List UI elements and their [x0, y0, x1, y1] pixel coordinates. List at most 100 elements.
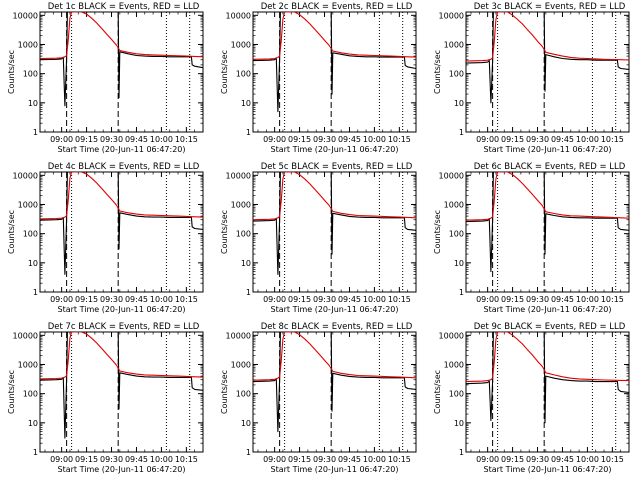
- x-tick-label: 09:45: [338, 295, 361, 304]
- y-tick-label: 10: [28, 419, 38, 428]
- y-tick-label: 1: [33, 288, 38, 297]
- series-line-lld: [253, 172, 416, 221]
- x-tick-label: 10:15: [601, 455, 624, 464]
- x-tick-label: 09:45: [338, 135, 361, 144]
- y-tick-label: 10000: [13, 171, 38, 180]
- panel-title: Det 3c BLACK = Events, RED = LLD: [474, 2, 626, 12]
- y-tick-label: 10000: [439, 331, 464, 340]
- x-tick-label: 10:15: [175, 135, 198, 144]
- plot-frame: [465, 331, 630, 453]
- x-tick-label: 09:30: [526, 135, 549, 144]
- x-tick-label: 10:15: [388, 135, 411, 144]
- x-tick-label: 10:00: [363, 135, 386, 144]
- x-tick-label: 09:30: [313, 135, 336, 144]
- series-line-lld: [466, 172, 629, 221]
- x-tick-label: 10:00: [576, 295, 599, 304]
- panel-title: Det 9c BLACK = Events, RED = LLD: [474, 322, 626, 332]
- x-tick-label: 09:00: [263, 295, 286, 304]
- x-tick-label: 09:15: [75, 135, 98, 144]
- y-tick-label: 100: [236, 390, 251, 399]
- panel-det-9: Det 9c BLACK = Events, RED = LLD 1 10 100 10…: [426, 320, 639, 480]
- x-tick-label: 10:15: [175, 295, 198, 304]
- x-tick-label: 09:15: [75, 295, 98, 304]
- panel-plot: Det 5c BLACK = Events, RED = LLD 1 10 100 10…: [220, 162, 417, 314]
- y-tick-label: 100: [449, 230, 464, 239]
- y-tick-label: 1: [33, 128, 38, 137]
- y-tick-label: 100: [236, 230, 251, 239]
- x-tick-label: 09:00: [476, 135, 499, 144]
- x-tick-label: 10:15: [388, 295, 411, 304]
- x-axis-label: Start Time (20-Jun-11 06:47:20): [484, 305, 612, 314]
- y-axis-label: Counts/sec: [433, 370, 442, 414]
- x-axis-label: Start Time (20-Jun-11 06:47:20): [484, 145, 612, 154]
- y-tick-label: 10000: [439, 11, 464, 20]
- x-tick-label: 09:30: [100, 455, 123, 464]
- y-tick-label: 10000: [13, 11, 38, 20]
- x-tick-label: 09:45: [551, 455, 574, 464]
- plot-frame: [39, 171, 204, 293]
- y-tick-label: 10: [28, 99, 38, 108]
- y-tick-label: 10: [28, 259, 38, 268]
- x-axis-label: Start Time (20-Jun-11 06:47:20): [271, 145, 399, 154]
- panel-det-7: Det 7c BLACK = Events, RED = LLD 1 10 100 10…: [0, 320, 213, 480]
- panel-title: Det 6c BLACK = Events, RED = LLD: [474, 162, 626, 172]
- x-tick-label: 09:00: [476, 295, 499, 304]
- x-tick-label: 10:00: [150, 455, 173, 464]
- x-tick-label: 09:00: [263, 135, 286, 144]
- panel-plot: Det 4c BLACK = Events, RED = LLD 1 10 100 10…: [7, 162, 204, 314]
- x-tick-label: 10:00: [576, 455, 599, 464]
- x-axis-label: Start Time (20-Jun-11 06:47:20): [271, 465, 399, 474]
- series-line-lld: [40, 332, 203, 380]
- y-axis-label: Counts/sec: [7, 370, 16, 414]
- panel-det-4: Det 4c BLACK = Events, RED = LLD 1 10 100 10…: [0, 160, 213, 320]
- panel-plot: Det 3c BLACK = Events, RED = LLD 1 10 100 10…: [433, 2, 630, 154]
- x-tick-label: 10:00: [576, 135, 599, 144]
- x-tick-label: 09:30: [100, 135, 123, 144]
- y-tick-label: 100: [449, 70, 464, 79]
- y-axis-label: Counts/sec: [7, 50, 16, 94]
- x-tick-label: 09:45: [125, 295, 148, 304]
- panel-plot: Det 8c BLACK = Events, RED = LLD 1 10 100 10…: [220, 322, 417, 474]
- x-tick-label: 09:00: [50, 295, 73, 304]
- y-tick-label: 1000: [231, 360, 251, 369]
- plot-frame: [465, 11, 630, 133]
- y-tick-label: 100: [23, 70, 38, 79]
- x-tick-label: 10:15: [601, 135, 624, 144]
- y-tick-label: 1000: [18, 360, 38, 369]
- y-axis-label: Counts/sec: [433, 210, 442, 254]
- y-tick-label: 1: [33, 448, 38, 457]
- series-group: [253, 332, 416, 433]
- x-tick-label: 10:15: [175, 455, 198, 464]
- y-tick-label: 1: [459, 448, 464, 457]
- x-axis-label: Start Time (20-Jun-11 06:47:20): [58, 145, 186, 154]
- series-line-events: [253, 12, 416, 113]
- plot-frame: [39, 331, 204, 453]
- y-axis-label: Counts/sec: [220, 370, 229, 414]
- y-tick-label: 10: [454, 419, 464, 428]
- y-tick-label: 10000: [13, 331, 38, 340]
- y-tick-label: 10: [241, 99, 251, 108]
- x-tick-label: 10:00: [363, 455, 386, 464]
- x-tick-label: 09:30: [313, 455, 336, 464]
- x-tick-label: 10:00: [363, 295, 386, 304]
- y-tick-label: 10: [454, 99, 464, 108]
- series-line-lld: [40, 172, 203, 220]
- x-axis-label: Start Time (20-Jun-11 06:47:20): [271, 305, 399, 314]
- x-tick-label: 09:45: [125, 135, 148, 144]
- y-tick-label: 1: [246, 128, 251, 137]
- x-tick-label: 09:15: [75, 455, 98, 464]
- plot-frame: [39, 11, 204, 133]
- panel-plot: Det 1c BLACK = Events, RED = LLD 1 10 100 10…: [7, 2, 204, 154]
- series-line-lld: [253, 332, 416, 381]
- y-tick-label: 1: [459, 128, 464, 137]
- y-tick-label: 1000: [18, 200, 38, 209]
- plot-frame: [252, 171, 417, 293]
- y-tick-label: 10: [241, 259, 251, 268]
- series-group: [466, 12, 629, 104]
- x-tick-label: 10:00: [150, 135, 173, 144]
- panel-plot: Det 7c BLACK = Events, RED = LLD 1 10 100 10…: [7, 322, 204, 474]
- series-group: [40, 12, 203, 107]
- y-tick-label: 10000: [226, 11, 251, 20]
- series-line-events: [40, 12, 203, 107]
